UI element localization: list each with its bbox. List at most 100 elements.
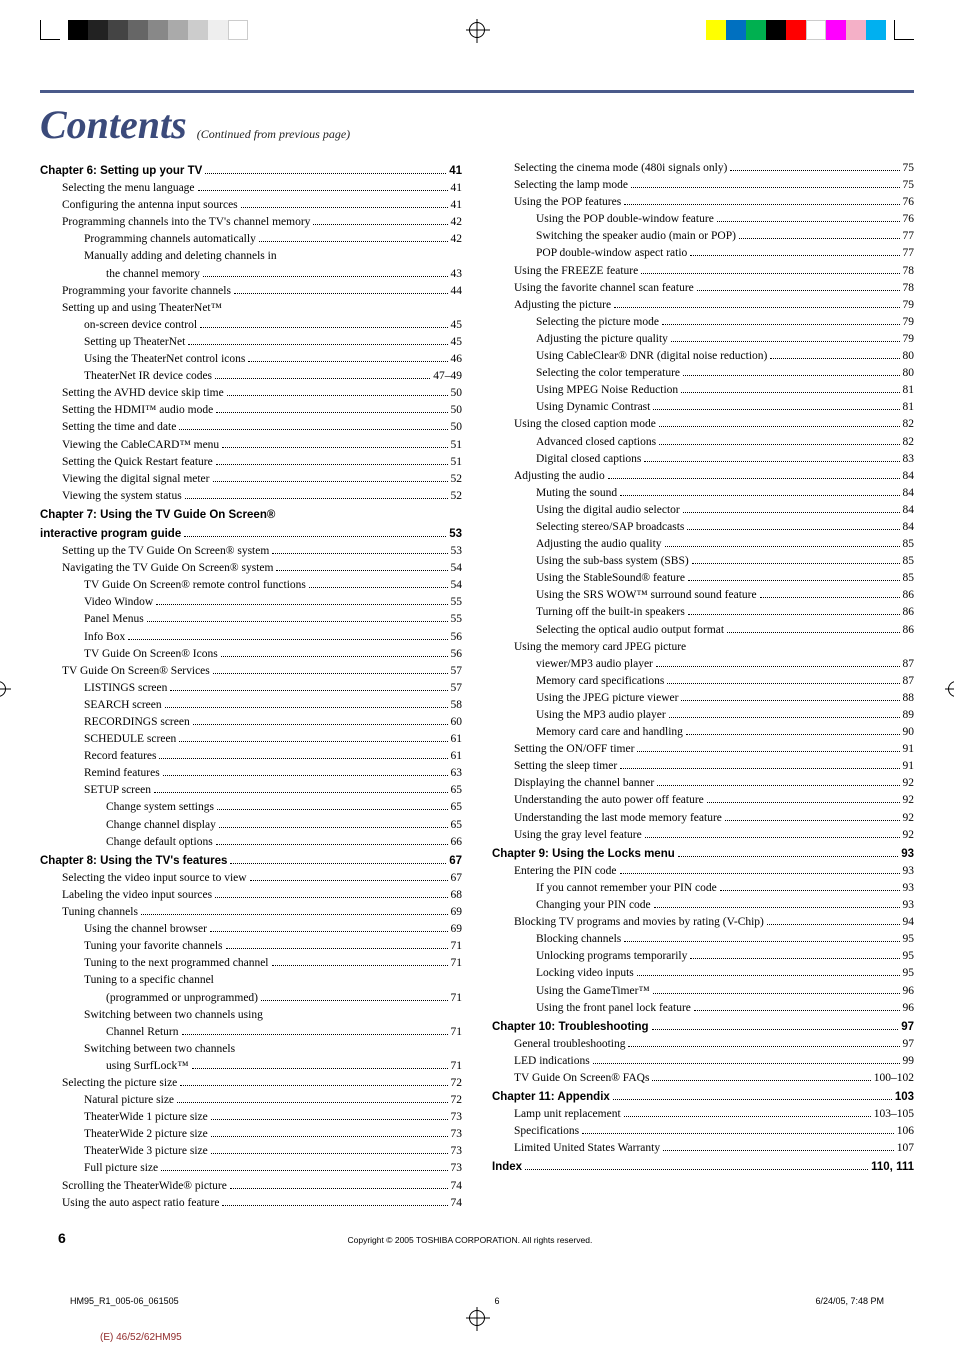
- registration-mark: [469, 22, 485, 38]
- toc-entry: SEARCH screen58: [40, 697, 462, 713]
- toc-entry: Changing your PIN code93: [492, 897, 914, 913]
- toc-entry: Advanced closed captions82: [492, 434, 914, 450]
- color-swatch: [148, 20, 168, 40]
- toc-entry: Setting the sleep timer91: [492, 758, 914, 774]
- crop-marks-top: [40, 20, 914, 40]
- toc-entry: Chapter 11: Appendix103: [492, 1089, 914, 1105]
- color-swatch: [766, 20, 786, 40]
- toc-entry: Remind features63: [40, 765, 462, 781]
- toc-entry: Using the gray level feature92: [492, 827, 914, 843]
- toc-entry: Adjusting the audio quality85: [492, 536, 914, 552]
- toc-entry: viewer/MP3 audio player87: [492, 656, 914, 672]
- toc-entry: Using the front panel lock feature96: [492, 1000, 914, 1016]
- toc-entry: LISTINGS screen57: [40, 680, 462, 696]
- color-swatch: [128, 20, 148, 40]
- toc-entry: Index110, 111: [492, 1159, 914, 1175]
- toc-entry: LED indications99: [492, 1053, 914, 1069]
- toc-entry: Viewing the system status52: [40, 488, 462, 504]
- toc-entry: Switching the speaker audio (main or POP…: [492, 228, 914, 244]
- toc-entry: using SurfLock™71: [40, 1058, 462, 1074]
- toc-entry: Adjusting the audio84: [492, 468, 914, 484]
- toc-entry: Selecting stereo/SAP broadcasts84: [492, 519, 914, 535]
- toc-entry: Tuning to the next programmed channel71: [40, 955, 462, 971]
- color-swatch: [108, 20, 128, 40]
- toc-entry: Using CableClear® DNR (digital noise red…: [492, 348, 914, 364]
- toc-entry: Blocking channels95: [492, 931, 914, 947]
- toc-entry: Setting up and using TheaterNet™: [40, 300, 462, 316]
- color-swatch: [726, 20, 746, 40]
- toc-entry: Change system settings65: [40, 799, 462, 815]
- toc-entry: Tuning channels69: [40, 904, 462, 920]
- toc-entry: SCHEDULE screen61: [40, 731, 462, 747]
- page-number: 6: [58, 1230, 66, 1246]
- footer-left: HM95_R1_005-06_061505: [70, 1296, 179, 1306]
- toc-entry: Setting up TheaterNet45: [40, 334, 462, 350]
- toc-entry: POP double-window aspect ratio77: [492, 245, 914, 261]
- toc-entry: Using the TheaterNet control icons46: [40, 351, 462, 367]
- toc-entry: Setting up the TV Guide On Screen® syste…: [40, 543, 462, 559]
- toc-entry: Scrolling the TheaterWide® picture74: [40, 1178, 462, 1194]
- toc-entry: Viewing the CableCARD™ menu51: [40, 437, 462, 453]
- toc-entry: (programmed or unprogrammed)71: [40, 990, 462, 1006]
- toc-entry: TV Guide On Screen® remote control funct…: [40, 577, 462, 593]
- toc-entry: Limited United States Warranty107: [492, 1140, 914, 1156]
- toc-entry: Using the MP3 audio player89: [492, 707, 914, 723]
- toc-entry: Navigating the TV Guide On Screen® syste…: [40, 560, 462, 576]
- toc-entry: TV Guide On Screen® Services57: [40, 663, 462, 679]
- toc-entry: Selecting the optical audio output forma…: [492, 622, 914, 638]
- toc-entry: Using the memory card JPEG picture: [492, 639, 914, 655]
- toc-entry: Labeling the video input sources68: [40, 887, 462, 903]
- toc-entry: General troubleshooting97: [492, 1036, 914, 1052]
- toc-entry: Setting the ON/OFF timer91: [492, 741, 914, 757]
- toc-entry: Chapter 7: Using the TV Guide On Screen®: [40, 507, 462, 523]
- toc-entry: Record features61: [40, 748, 462, 764]
- toc-entry: Specifications106: [492, 1123, 914, 1139]
- toc-entry: Switching between two channels using: [40, 1007, 462, 1023]
- toc-entry: Using the POP double-window feature76: [492, 211, 914, 227]
- toc-entry: Understanding the auto power off feature…: [492, 792, 914, 808]
- toc-entry: the channel memory43: [40, 266, 462, 282]
- toc-entry: Video Window55: [40, 594, 462, 610]
- toc-entry: Switching between two channels: [40, 1041, 462, 1057]
- toc-entry: TheaterNet IR device codes47–49: [40, 368, 462, 384]
- footer-center: 6: [495, 1296, 500, 1306]
- registration-mark: [0, 681, 6, 697]
- toc-entry: Unlocking programs temporarily95: [492, 948, 914, 964]
- toc-entry: Selecting the picture mode79: [492, 314, 914, 330]
- toc-entry: Selecting the color temperature80: [492, 365, 914, 381]
- color-bars-left: [68, 20, 248, 40]
- toc-entry: Adjusting the picture quality79: [492, 331, 914, 347]
- crop-mark: [894, 20, 914, 40]
- toc-entry: Chapter 9: Using the Locks menu93: [492, 846, 914, 862]
- toc-entry: Selecting the menu language41: [40, 180, 462, 196]
- toc-entry: Using the JPEG picture viewer88: [492, 690, 914, 706]
- toc-entry: Change default options66: [40, 834, 462, 850]
- page-subtitle: (Continued from previous page): [197, 127, 350, 142]
- color-swatch: [826, 20, 846, 40]
- footer: HM95_R1_005-06_061505 6 6/24/05, 7:48 PM: [40, 1296, 914, 1306]
- toc-entry: interactive program guide53: [40, 526, 462, 542]
- toc-entry: If you cannot remember your PIN code93: [492, 880, 914, 896]
- color-swatch: [68, 20, 88, 40]
- toc-entry: Understanding the last mode memory featu…: [492, 810, 914, 826]
- toc-entry: Selecting the video input source to view…: [40, 870, 462, 886]
- toc-entry: Using the favorite channel scan feature7…: [492, 280, 914, 296]
- copyright-text: Copyright © 2005 TOSHIBA CORPORATION. Al…: [66, 1235, 874, 1245]
- toc-entry: Programming channels into the TV's chann…: [40, 214, 462, 230]
- page-title: Contents: [40, 101, 187, 148]
- toc-entry: Panel Menus55: [40, 611, 462, 627]
- color-swatch: [228, 20, 248, 40]
- horizontal-rule: [40, 90, 914, 93]
- color-swatch: [188, 20, 208, 40]
- color-swatch: [208, 20, 228, 40]
- toc-entry: Configuring the antenna input sources41: [40, 197, 462, 213]
- toc-entry: Adjusting the picture79: [492, 297, 914, 313]
- model-code: (E) 46/52/62HM95: [100, 1332, 914, 1343]
- crop-mark: [40, 20, 60, 40]
- toc-entry: Using the channel browser69: [40, 921, 462, 937]
- toc-entry: Programming your favorite channels44: [40, 283, 462, 299]
- toc-entry: Setting the HDMI™ audio mode50: [40, 402, 462, 418]
- toc-entry: Using the StableSound® feature85: [492, 570, 914, 586]
- toc-entry: Using the POP features76: [492, 194, 914, 210]
- color-swatch: [866, 20, 886, 40]
